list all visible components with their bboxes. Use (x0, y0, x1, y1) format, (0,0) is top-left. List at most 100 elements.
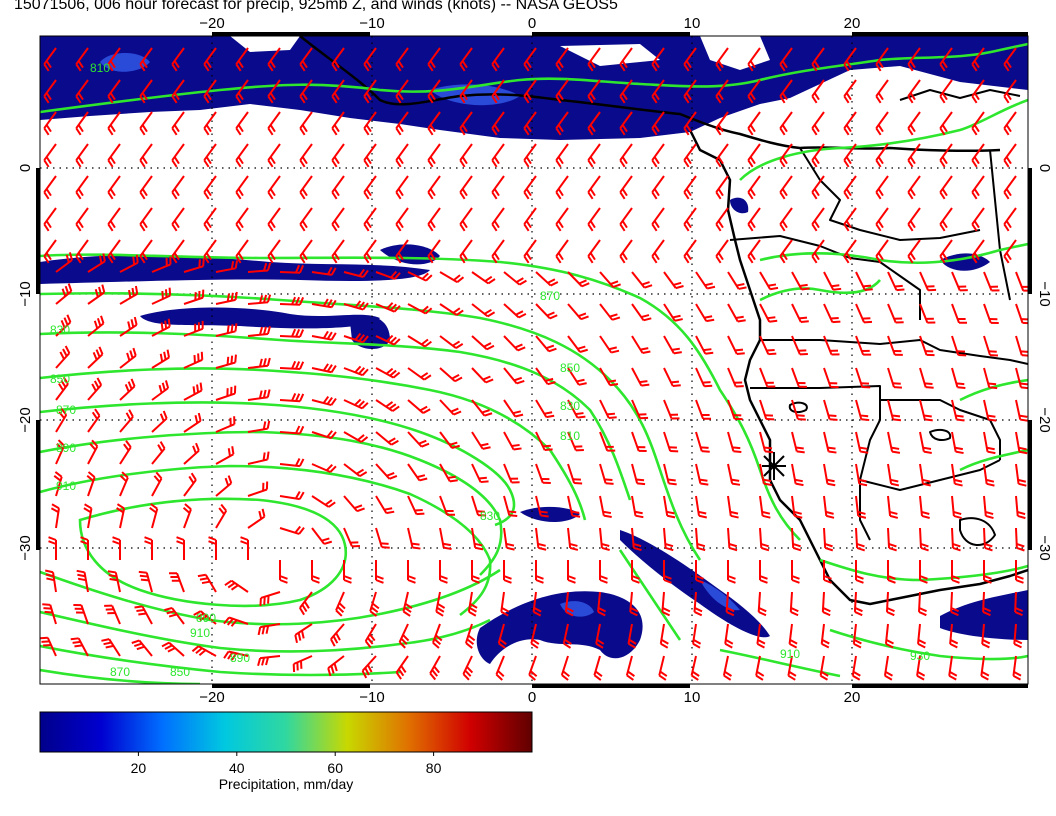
wind-barb (491, 79, 505, 104)
coastline (899, 89, 1021, 101)
wind-barb (107, 143, 121, 168)
wind-barb (247, 420, 271, 433)
wind-barb (759, 463, 772, 486)
wind-barb (235, 207, 249, 232)
wind-barb (215, 260, 239, 273)
wind-barb (951, 495, 962, 520)
wind-barb (567, 560, 576, 584)
wind-barb (1003, 47, 1017, 72)
wind-barb (299, 591, 313, 616)
wind-barb (247, 508, 266, 529)
wind-barb (43, 143, 57, 168)
lat-ticks-left: 0 −10 −20 −30 (17, 164, 34, 561)
wind-barb (625, 655, 635, 681)
lon-tick-label: 20 (844, 15, 861, 32)
wind-barb (267, 47, 281, 72)
wind-barb (919, 527, 929, 552)
wind-barb (587, 239, 601, 264)
wind-barb (432, 623, 443, 649)
wind-barb (727, 399, 743, 421)
wind-barb (843, 175, 857, 200)
wind-barb (919, 495, 930, 519)
wind-barb (919, 303, 936, 324)
wind-barb (459, 239, 473, 264)
contour-label: 870 (540, 289, 560, 303)
precip-patch (940, 590, 1028, 640)
wind-barb (567, 367, 587, 386)
wind-barb (619, 79, 633, 104)
contour-line (759, 279, 881, 302)
wind-barb (395, 143, 409, 168)
wind-barb (631, 560, 640, 584)
wind-barb (695, 303, 715, 323)
wind-barb (1003, 143, 1017, 168)
wind-barb (843, 239, 857, 264)
wind-barb (343, 463, 368, 478)
wind-barb (149, 503, 159, 529)
wind-barb (855, 527, 866, 552)
wind-barb (42, 603, 57, 625)
wind-barb (116, 503, 126, 529)
contour-label: 870 (110, 665, 130, 679)
wind-barb (75, 239, 89, 264)
wind-barb (983, 271, 1000, 292)
wind-barb (395, 79, 409, 104)
wind-barb (560, 655, 570, 681)
wind-barb (788, 623, 798, 649)
wind-barb (883, 655, 893, 681)
wind-barb (523, 239, 537, 264)
wind-barb (759, 303, 778, 323)
wind-barb (567, 527, 579, 551)
wind-barb (459, 47, 473, 72)
lon-tick-label: 10 (684, 689, 701, 706)
wind-barb (107, 79, 121, 104)
wind-barb (459, 207, 473, 232)
wind-barb (855, 495, 867, 519)
wind-barb (299, 207, 313, 232)
wind-barb (523, 111, 537, 136)
wind-barb (299, 111, 313, 136)
wind-barb (471, 271, 496, 285)
wind-barb (715, 207, 729, 232)
wind-barb (983, 527, 993, 552)
wind-barb (439, 367, 463, 383)
wind-barb (43, 207, 57, 232)
wind-barb (791, 367, 807, 388)
wind-barb (203, 79, 217, 104)
wind-barbs (40, 47, 1028, 681)
wind-barb (375, 334, 401, 346)
wind-barb (523, 175, 537, 200)
wind-barb (363, 47, 377, 72)
wind-barb (327, 655, 345, 677)
wind-barb (465, 623, 476, 649)
wind-barb (619, 47, 633, 72)
wind-barb (939, 79, 953, 104)
wind-barb (363, 111, 377, 136)
wind-barb (491, 207, 505, 232)
wind-barb (983, 367, 998, 390)
wind-barb (375, 367, 401, 379)
wind-barb (247, 357, 271, 369)
wind-barb (887, 303, 904, 324)
wind-barb (523, 47, 537, 72)
wind-barb (907, 143, 921, 168)
wind-barb (887, 399, 902, 422)
wind-barb (139, 239, 153, 264)
wind-barb (235, 47, 249, 72)
wind-barb (535, 463, 551, 484)
wind-barb (587, 175, 601, 200)
wind-barb (631, 463, 646, 486)
wind-barb (459, 79, 473, 104)
wind-barb (555, 239, 569, 264)
wind-barb (852, 623, 862, 649)
wind-barb (599, 335, 620, 354)
wind-barb (119, 378, 136, 401)
wind-barb (811, 111, 825, 136)
coastline (788, 401, 808, 414)
wind-barb (983, 463, 995, 487)
wind-barb (619, 175, 633, 200)
wind-barb (855, 303, 873, 324)
wind-barb (695, 271, 716, 290)
contour-line (40, 464, 492, 617)
wind-barb (235, 175, 249, 200)
